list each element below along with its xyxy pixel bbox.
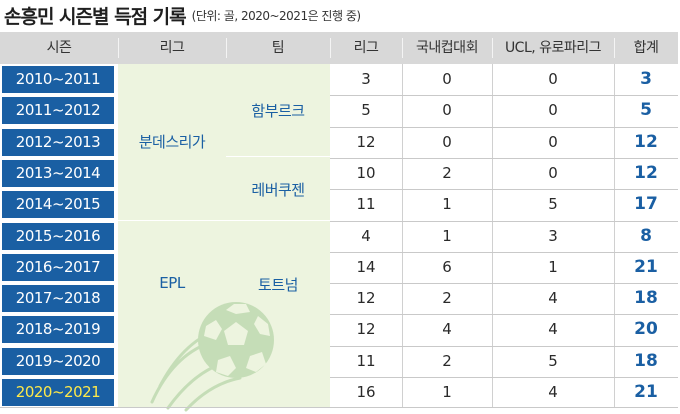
season-label: 2011~2012 — [2, 97, 114, 125]
total-goals-cell: 12 — [634, 131, 658, 152]
season-label: 2016~2017 — [2, 253, 114, 281]
page-title: 손흥민 시즌별 득점 기록 — [4, 5, 187, 28]
season-label: 2017~2018 — [2, 285, 114, 313]
team-label-leverkusen: 레버쿠젠 — [251, 181, 305, 199]
season-label: 2012~2013 — [2, 128, 114, 156]
season-label: 2013~2014 — [2, 159, 114, 187]
domestic-cup-goals-cell: 2 — [442, 289, 452, 308]
row-divider — [330, 314, 678, 315]
domestic-cup-goals-cell: 1 — [442, 195, 452, 214]
europe-goals-cell: 0 — [548, 163, 558, 182]
page-subtitle: (단위: 골, 2020~2021은 진행 중) — [191, 8, 361, 23]
season-label: 2019~2020 — [2, 347, 114, 375]
domestic-cup-goals-cell: 2 — [442, 351, 452, 370]
row-divider — [330, 127, 678, 128]
europe-goals-cell: 0 — [548, 70, 558, 88]
league-goals-cell: 12 — [356, 132, 376, 151]
header-europe: UCL, 유로파리그 — [504, 40, 602, 56]
row-divider — [330, 189, 678, 190]
header-divider — [330, 38, 331, 58]
header-divider — [402, 38, 403, 58]
season-label: 2018~2019 — [2, 316, 114, 344]
total-goals-cell: 5 — [640, 100, 652, 121]
league-goals-cell: 10 — [356, 163, 376, 182]
header-league: 리그 — [159, 40, 185, 56]
header-divider — [226, 38, 227, 58]
total-goals-cell: 17 — [634, 194, 658, 215]
europe-goals-cell: 5 — [548, 195, 558, 214]
season-label: 2010~2011 — [2, 66, 114, 93]
header-team: 팀 — [271, 40, 285, 56]
column-divider — [402, 64, 403, 408]
row-divider — [330, 158, 678, 159]
row-divider — [330, 283, 678, 284]
domestic-cup-goals-cell: 2 — [442, 163, 452, 182]
header-divider — [492, 38, 493, 58]
row-divider — [330, 346, 678, 347]
title-bar: 손흥민 시즌별 득점 기록 (단위: 골, 2020~2021은 진행 중) — [4, 0, 361, 30]
total-goals-cell: 20 — [634, 319, 658, 340]
season-label: 2020~2021 — [2, 379, 114, 406]
europe-goals-cell: 4 — [548, 320, 558, 339]
league-goals-cell: 5 — [361, 101, 371, 120]
team-label-hamburg: 함부르크 — [251, 102, 305, 120]
league-goals-cell: 14 — [356, 257, 376, 276]
league-goals-cell: 11 — [356, 195, 376, 214]
header-divider — [118, 38, 119, 58]
total-goals-cell: 3 — [640, 69, 652, 89]
column-divider — [614, 64, 615, 408]
europe-goals-cell: 4 — [548, 289, 558, 308]
total-goals-cell: 21 — [634, 382, 658, 402]
header-league-goals: 리그 — [353, 40, 379, 56]
row-divider — [330, 252, 678, 253]
europe-goals-cell: 5 — [548, 351, 558, 370]
header-divider — [614, 38, 615, 58]
domestic-cup-goals-cell: 6 — [442, 257, 452, 276]
europe-goals-cell: 3 — [548, 226, 558, 245]
league-label-bundesliga: 분데스리가 — [138, 133, 206, 151]
league-goals-cell: 12 — [356, 320, 376, 339]
total-goals-cell: 21 — [634, 256, 658, 277]
europe-goals-cell: 1 — [548, 257, 558, 276]
team-divider — [226, 156, 330, 157]
season-label: 2014~2015 — [2, 191, 114, 219]
soccer-ball-icon — [150, 302, 274, 412]
league-goals-cell: 11 — [356, 351, 376, 370]
goal-record-table: 시즌 리그 팀 리그 국내컵대회 UCL, 유로파리그 합계 — [0, 32, 678, 412]
total-goals-cell: 18 — [634, 288, 658, 309]
total-goals-cell: 18 — [634, 350, 658, 371]
europe-goals-cell: 4 — [548, 383, 558, 401]
season-label: 2015~2016 — [2, 222, 114, 250]
header-total: 합계 — [633, 40, 659, 56]
league-label-epl: EPL — [159, 274, 185, 292]
total-goals-cell: 8 — [640, 225, 652, 246]
league-goals-cell: 12 — [356, 289, 376, 308]
league-goals-cell: 3 — [361, 70, 371, 88]
row-divider — [330, 377, 678, 378]
row-divider — [330, 95, 678, 96]
domestic-cup-goals-cell: 1 — [442, 383, 452, 401]
domestic-cup-goals-cell: 0 — [442, 132, 452, 151]
team-label-tottenham: 토트넘 — [258, 276, 298, 294]
header-domestic-cup: 국내컵대회 — [416, 40, 478, 56]
europe-goals-cell: 0 — [548, 132, 558, 151]
europe-goals-cell: 0 — [548, 101, 558, 120]
domestic-cup-goals-cell: 1 — [442, 226, 452, 245]
league-goals-cell: 16 — [356, 383, 376, 401]
table-header: 시즌 리그 팀 리그 국내컵대회 UCL, 유로파리그 합계 — [0, 32, 678, 64]
league-divider — [118, 220, 330, 221]
total-goals-cell: 12 — [634, 162, 658, 183]
domestic-cup-goals-cell: 4 — [442, 320, 452, 339]
column-divider — [492, 64, 493, 408]
header-season: 시즌 — [46, 40, 72, 56]
domestic-cup-goals-cell: 0 — [442, 70, 452, 88]
league-goals-cell: 4 — [361, 226, 371, 245]
row-divider — [330, 221, 678, 222]
domestic-cup-goals-cell: 0 — [442, 101, 452, 120]
